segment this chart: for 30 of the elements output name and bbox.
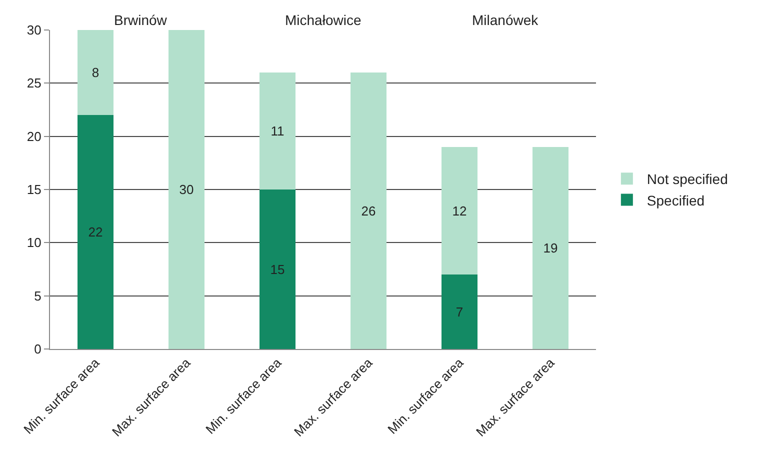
legend-label: Not specified xyxy=(646,171,728,188)
legend-label: Specified xyxy=(646,192,705,208)
y-tick-label: 10 xyxy=(26,235,42,250)
bar xyxy=(168,30,205,349)
bar xyxy=(441,274,478,349)
y-tick-label: 15 xyxy=(26,182,42,198)
data-label: 22 xyxy=(88,224,103,240)
y-tick-label: 20 xyxy=(26,128,42,144)
bar xyxy=(77,30,114,116)
data-label: 11 xyxy=(270,124,284,139)
data-label: 26 xyxy=(361,203,376,218)
data-label: 7 xyxy=(456,304,464,320)
data-label: 15 xyxy=(270,262,285,277)
y-tick-label: 25 xyxy=(26,76,42,91)
y-tick-label: 30 xyxy=(26,22,42,38)
data-label: 30 xyxy=(179,182,194,197)
text: Brwinów xyxy=(114,12,168,28)
bar xyxy=(441,146,478,275)
y-tick-label: 0 xyxy=(34,342,42,357)
data-label: 12 xyxy=(452,203,467,218)
data-label: 19 xyxy=(543,240,558,256)
y-tick-label: 5 xyxy=(34,288,42,304)
bar xyxy=(259,190,296,349)
bar xyxy=(532,146,569,349)
bar xyxy=(77,115,114,349)
bar xyxy=(350,72,387,349)
text: Michałowice xyxy=(285,12,362,28)
bar xyxy=(259,72,296,190)
data-label: 8 xyxy=(92,65,100,80)
text: Milanówek xyxy=(472,12,540,28)
